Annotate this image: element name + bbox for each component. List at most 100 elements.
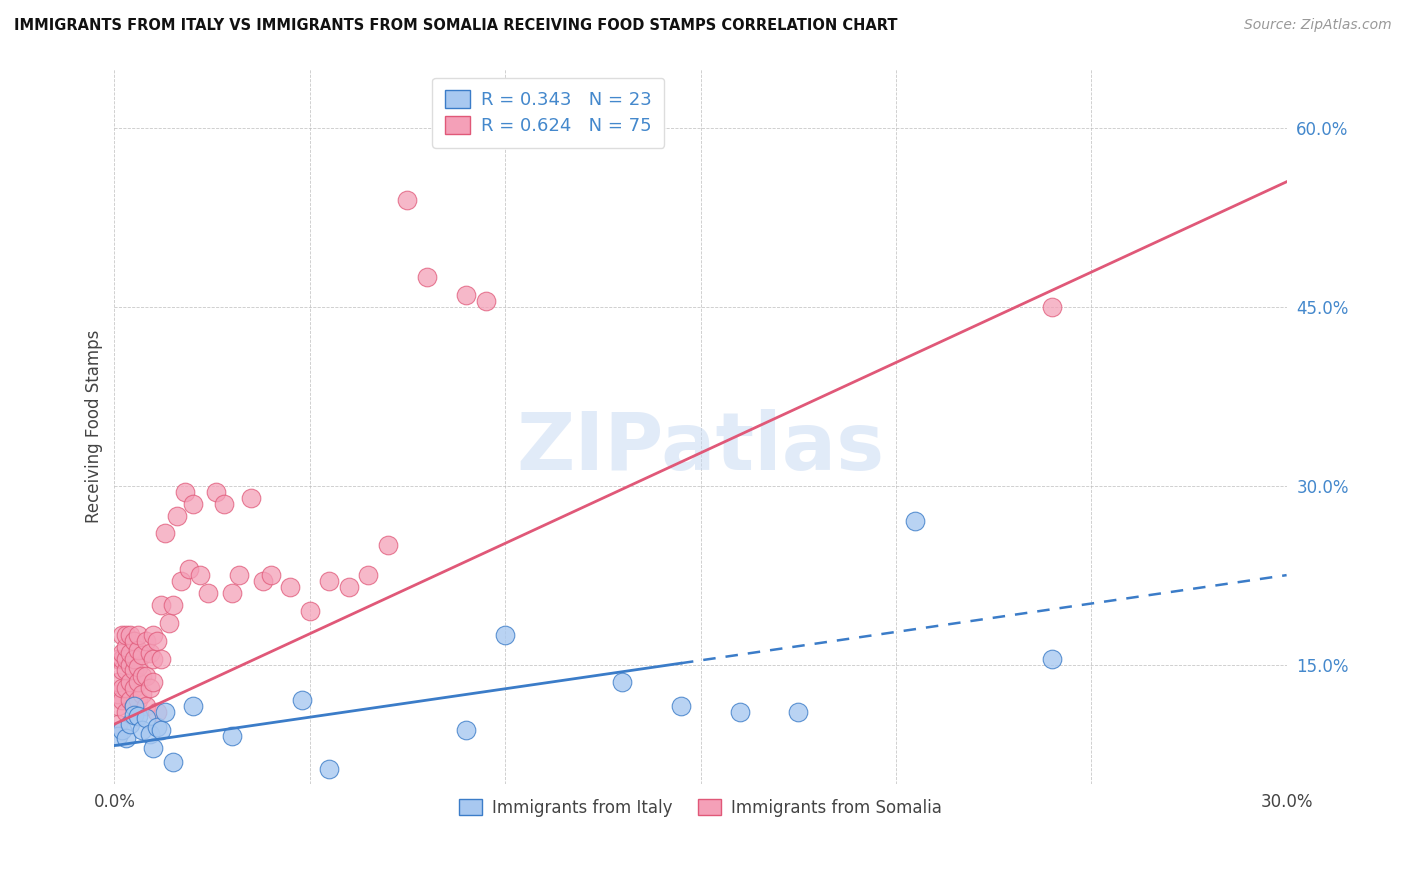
Point <box>131 648 153 662</box>
Point <box>107 729 129 743</box>
Point <box>205 484 228 499</box>
Point <box>127 643 149 657</box>
Point <box>138 726 160 740</box>
Legend: Immigrants from Italy, Immigrants from Somalia: Immigrants from Italy, Immigrants from S… <box>451 791 950 825</box>
Point <box>146 719 169 733</box>
Point <box>118 717 141 731</box>
Point <box>260 568 283 582</box>
Point <box>357 568 380 582</box>
Point <box>150 598 173 612</box>
Point <box>127 708 149 723</box>
Point <box>122 651 145 665</box>
Point <box>122 681 145 696</box>
Y-axis label: Receiving Food Stamps: Receiving Food Stamps <box>86 329 103 523</box>
Point <box>122 699 145 714</box>
Point <box>142 741 165 756</box>
Point <box>221 586 243 600</box>
Point <box>111 723 134 737</box>
Point <box>115 664 138 678</box>
Point <box>111 651 134 665</box>
Point <box>146 705 169 719</box>
Point <box>118 693 141 707</box>
Point <box>318 763 340 777</box>
Point <box>177 562 200 576</box>
Point <box>787 705 810 719</box>
Point <box>212 497 235 511</box>
Point <box>904 515 927 529</box>
Point <box>107 675 129 690</box>
Point <box>157 615 180 630</box>
Point <box>337 580 360 594</box>
Point <box>1040 300 1063 314</box>
Point <box>118 675 141 690</box>
Point <box>190 568 212 582</box>
Point <box>115 651 138 665</box>
Text: IMMIGRANTS FROM ITALY VS IMMIGRANTS FROM SOMALIA RECEIVING FOOD STAMPS CORRELATI: IMMIGRANTS FROM ITALY VS IMMIGRANTS FROM… <box>14 18 897 33</box>
Point <box>162 756 184 770</box>
Point <box>131 687 153 701</box>
Point <box>127 693 149 707</box>
Point <box>454 288 477 302</box>
Point <box>494 628 516 642</box>
Point <box>142 651 165 665</box>
Point <box>107 651 129 665</box>
Point <box>155 705 177 719</box>
Point <box>122 699 145 714</box>
Point <box>111 693 134 707</box>
Point <box>111 628 134 642</box>
Point <box>166 508 188 523</box>
Point <box>127 660 149 674</box>
Point <box>135 699 157 714</box>
Point <box>298 604 321 618</box>
Point <box>669 699 692 714</box>
Point <box>150 723 173 737</box>
Point <box>142 675 165 690</box>
Point <box>135 669 157 683</box>
Point <box>138 646 160 660</box>
Point <box>122 664 145 678</box>
Point <box>118 657 141 672</box>
Point <box>122 633 145 648</box>
Point <box>127 628 149 642</box>
Point <box>115 705 138 719</box>
Point <box>318 574 340 588</box>
Point <box>416 270 439 285</box>
Point <box>221 729 243 743</box>
Point <box>111 664 134 678</box>
Point <box>377 538 399 552</box>
Point <box>181 699 204 714</box>
Point <box>111 681 134 696</box>
Point <box>728 705 751 719</box>
Point <box>115 628 138 642</box>
Point <box>131 669 153 683</box>
Point <box>228 568 250 582</box>
Point <box>135 711 157 725</box>
Point <box>1040 651 1063 665</box>
Point <box>291 693 314 707</box>
Point <box>118 628 141 642</box>
Point <box>146 633 169 648</box>
Point <box>181 497 204 511</box>
Text: ZIPatlas: ZIPatlas <box>516 409 884 486</box>
Point <box>170 574 193 588</box>
Point <box>240 491 263 505</box>
Point <box>454 723 477 737</box>
Point <box>127 675 149 690</box>
Point <box>118 646 141 660</box>
Point <box>252 574 274 588</box>
Point <box>612 675 634 690</box>
Text: Source: ZipAtlas.com: Source: ZipAtlas.com <box>1244 18 1392 32</box>
Point <box>115 731 138 746</box>
Point <box>150 651 173 665</box>
Point <box>173 484 195 499</box>
Point <box>107 717 129 731</box>
Point <box>131 723 153 737</box>
Point <box>115 640 138 654</box>
Point <box>115 681 138 696</box>
Point <box>197 586 219 600</box>
Point <box>107 687 129 701</box>
Point <box>142 628 165 642</box>
Point <box>138 681 160 696</box>
Point <box>155 526 177 541</box>
Point <box>396 193 419 207</box>
